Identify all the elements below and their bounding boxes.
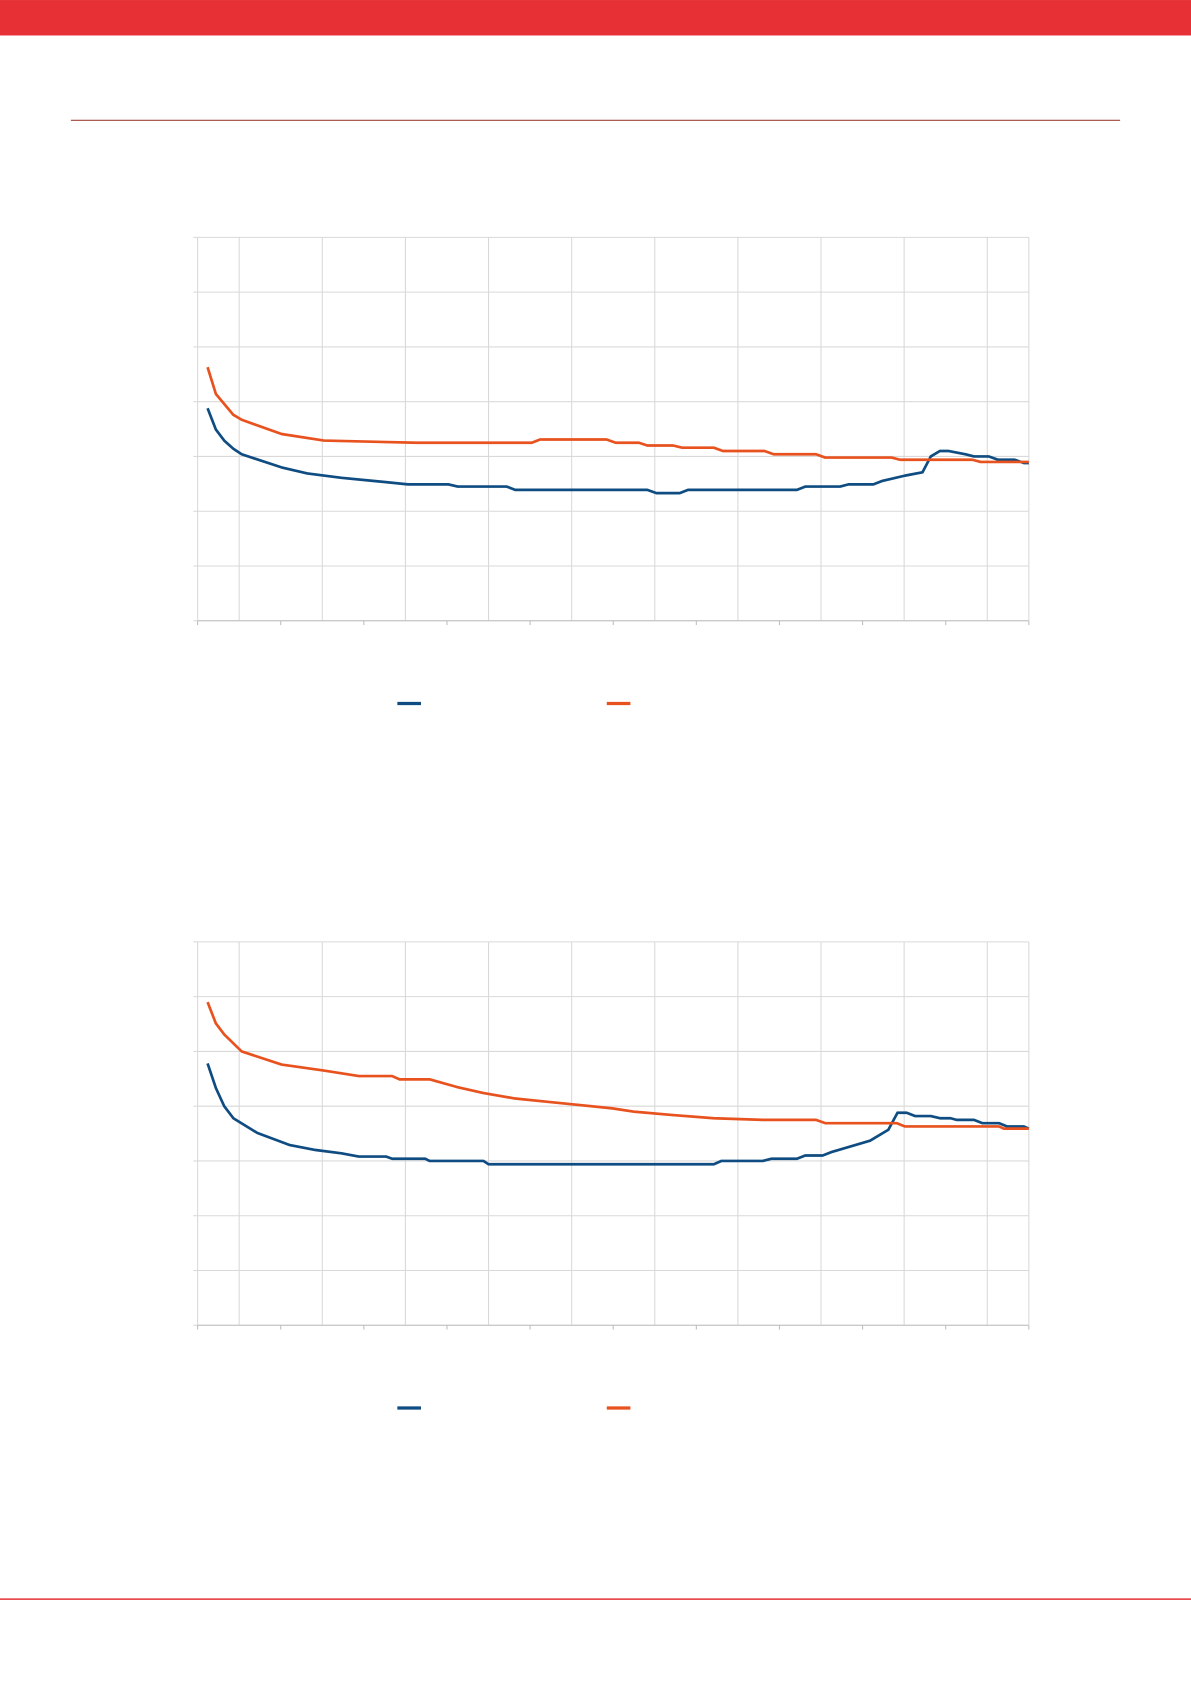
series-line [206, 366, 1029, 464]
series-line [206, 1063, 1030, 1166]
header-bar [0, 0, 1191, 36]
series-line [206, 407, 1029, 495]
series-line [206, 1001, 1029, 1130]
